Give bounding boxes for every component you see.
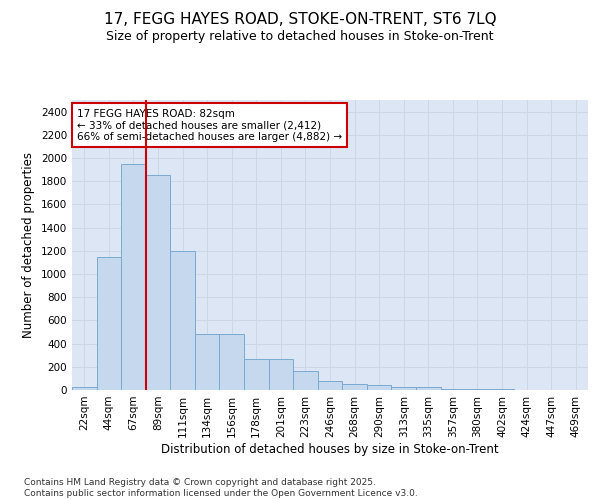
Bar — [367, 386, 391, 390]
Bar — [440, 389, 465, 390]
Bar — [121, 164, 146, 390]
Text: Contains HM Land Registry data © Crown copyright and database right 2025.
Contai: Contains HM Land Registry data © Crown c… — [24, 478, 418, 498]
Bar — [416, 387, 440, 390]
Text: 17 FEGG HAYES ROAD: 82sqm
← 33% of detached houses are smaller (2,412)
66% of se: 17 FEGG HAYES ROAD: 82sqm ← 33% of detac… — [77, 108, 342, 142]
Bar — [391, 387, 416, 390]
Bar — [293, 372, 318, 390]
Bar — [244, 358, 269, 390]
Bar — [318, 380, 342, 390]
Bar — [97, 256, 121, 390]
Text: 17, FEGG HAYES ROAD, STOKE-ON-TRENT, ST6 7LQ: 17, FEGG HAYES ROAD, STOKE-ON-TRENT, ST6… — [104, 12, 496, 28]
Bar — [195, 334, 220, 390]
Bar — [72, 386, 97, 390]
Bar — [220, 334, 244, 390]
Text: Size of property relative to detached houses in Stoke-on-Trent: Size of property relative to detached ho… — [106, 30, 494, 43]
Bar — [342, 384, 367, 390]
Bar — [170, 251, 195, 390]
X-axis label: Distribution of detached houses by size in Stoke-on-Trent: Distribution of detached houses by size … — [161, 442, 499, 456]
Bar — [269, 358, 293, 390]
Bar — [146, 176, 170, 390]
Y-axis label: Number of detached properties: Number of detached properties — [22, 152, 35, 338]
